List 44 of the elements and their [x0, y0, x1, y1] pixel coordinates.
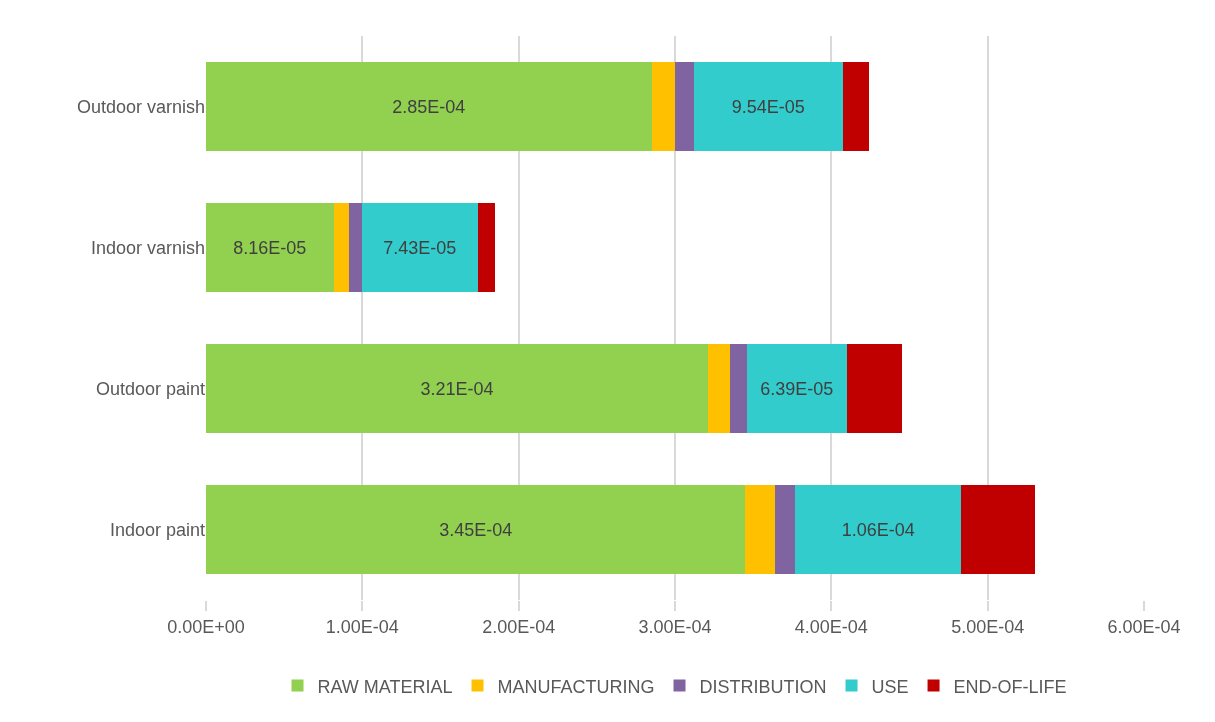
bar — [842, 62, 870, 151]
bar — [775, 485, 796, 574]
bar — [746, 344, 847, 433]
legend-label: DISTRIBUTION — [699, 676, 827, 697]
x-tick-label: 4.00E-04 — [794, 616, 868, 637]
x-tick-label: 2.00E-04 — [482, 616, 556, 637]
bar — [333, 203, 350, 292]
bar — [846, 344, 902, 433]
data-label: 9.54E-05 — [731, 96, 805, 117]
bar — [477, 203, 496, 292]
legend-label: RAW MATERIAL — [317, 676, 453, 697]
bar — [729, 344, 747, 433]
bar — [795, 485, 962, 574]
x-tick-label: 1.00E-04 — [325, 616, 399, 637]
legend-label: MANUFACTURING — [497, 676, 655, 697]
y-tick-label: Outdoor varnish — [76, 96, 205, 117]
data-label: 1.06E-04 — [841, 519, 915, 540]
bar — [361, 203, 478, 292]
bar — [206, 344, 708, 433]
bar — [675, 62, 694, 151]
x-tick-label: 3.00E-04 — [638, 616, 712, 637]
bar — [206, 485, 746, 574]
x-tick-label: 6.00E-04 — [1107, 616, 1181, 637]
x-tick-label: 0.00E+00 — [167, 616, 245, 637]
data-label: 8.16E-05 — [233, 237, 307, 258]
bar — [206, 62, 652, 151]
y-tick-label: Indoor varnish — [90, 237, 205, 258]
bar — [707, 344, 730, 433]
bar — [745, 485, 776, 574]
data-label: 3.45E-04 — [439, 519, 513, 540]
data-label: 3.21E-04 — [420, 378, 494, 399]
legend-label: USE — [871, 676, 909, 697]
data-label: 7.43E-05 — [383, 237, 457, 258]
y-tick-label: Outdoor paint — [95, 378, 205, 399]
bar — [961, 485, 1035, 574]
bar — [206, 203, 334, 292]
bar — [349, 203, 362, 292]
x-tick-label: 5.00E-04 — [951, 616, 1025, 637]
data-label: 6.39E-05 — [760, 378, 834, 399]
legend-label: END-OF-LIFE — [953, 676, 1067, 697]
bar — [651, 62, 675, 151]
bar — [693, 62, 843, 151]
y-tick-label: Indoor paint — [109, 519, 205, 540]
data-label: 2.85E-04 — [392, 96, 466, 117]
